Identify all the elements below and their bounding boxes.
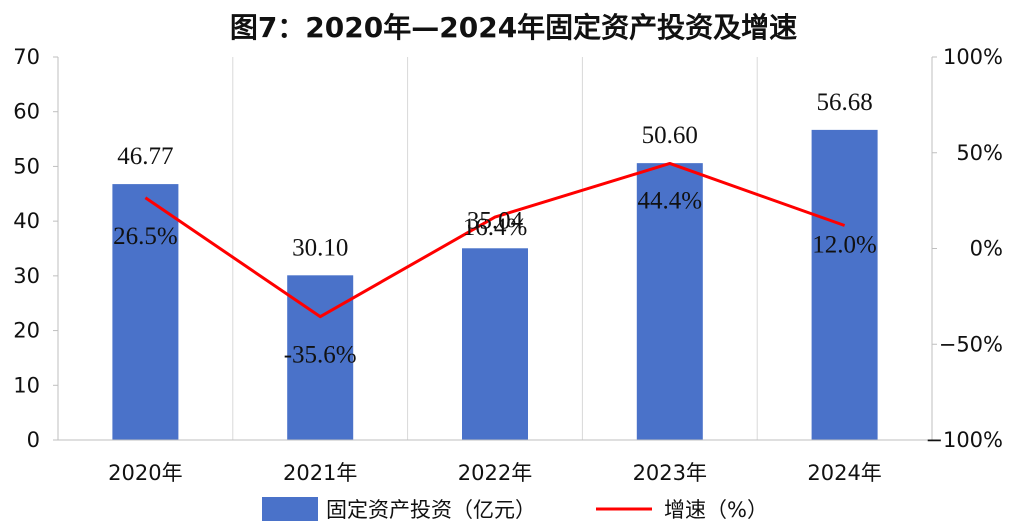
bar-value-label: 35.04 <box>467 207 524 234</box>
category-label: 2024年 <box>807 461 881 485</box>
right-tick-label: −50% <box>939 332 1003 356</box>
category-label: 2021年 <box>283 461 357 485</box>
legend-line-label: 增速（%） <box>664 498 768 522</box>
left-tick-label: 40 <box>13 209 40 233</box>
grid-lines <box>232 57 758 440</box>
rate-line-series <box>144 161 846 319</box>
rate-value-label: 44.4% <box>638 187 703 214</box>
right-tick-label: 50% <box>956 141 1003 165</box>
bar <box>636 163 703 440</box>
bar-value-label: 50.60 <box>642 122 698 149</box>
category-label: 2022年 <box>458 461 532 485</box>
bar-value-label: 56.68 <box>816 89 872 116</box>
rate-value-label: -35.6% <box>284 342 357 369</box>
right-tick-label: 0% <box>970 237 1003 261</box>
bar-series <box>112 129 878 440</box>
bar <box>811 129 878 440</box>
bar <box>112 184 179 440</box>
rate-value-label: 16.4% <box>463 214 528 241</box>
chart-title: 图7：2020年—2024年固定资产投资及增速 <box>229 11 798 44</box>
left-tick-label: 30 <box>13 264 40 288</box>
legend: 固定资产投资（亿元） 增速（%） <box>262 497 768 522</box>
data-labels: 46.77 30.10 35.04 50.60 56.68 26.5% -35.6% 16.4… <box>113 89 877 369</box>
category-label: 2020年 <box>108 461 182 485</box>
legend-bar-label: 固定资产投资（亿元） <box>326 498 536 522</box>
category-label: 2023年 <box>633 461 707 485</box>
axes: 0 10 20 30 40 50 60 70 −100% −50% 0% 50% 100% 2020年 20… <box>13 45 1003 485</box>
bar-value-label: 46.77 <box>117 143 173 170</box>
left-tick-label: 60 <box>13 100 40 124</box>
left-tick-label: 0 <box>27 428 40 452</box>
left-tick-label: 70 <box>13 45 40 69</box>
rate-value-label: 26.5% <box>113 223 178 250</box>
rate-line <box>144 161 846 319</box>
legend-bar-swatch <box>262 497 318 521</box>
right-tick-label: 100% <box>943 45 1003 69</box>
rate-value-label: 12.0% <box>812 232 877 259</box>
bar <box>462 248 528 440</box>
right-tick-label: −100% <box>925 428 1003 452</box>
left-tick-label: 20 <box>13 319 40 343</box>
bar-value-label: 30.10 <box>292 234 348 261</box>
left-tick-label: 10 <box>13 373 40 397</box>
left-tick-label: 50 <box>13 154 40 178</box>
